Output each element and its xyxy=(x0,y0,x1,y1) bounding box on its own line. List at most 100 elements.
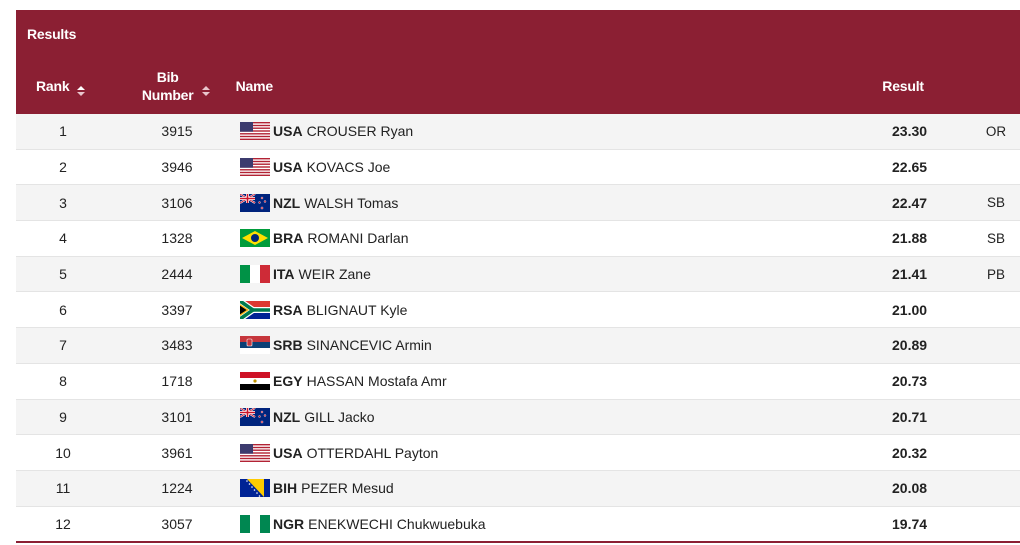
noc-code: USA xyxy=(273,123,303,140)
name-cell: USA OTTERDAHL Payton xyxy=(234,443,882,462)
noc-code: USA xyxy=(273,444,303,461)
rank-column-header[interactable]: Rank xyxy=(16,76,130,96)
table-row[interactable]: 9 3101 NZL GILL Jacko 20.71 xyxy=(16,399,1020,436)
athlete-name[interactable]: WALSH Tomas xyxy=(304,194,399,211)
name-cell: NZL WALSH Tomas xyxy=(234,193,882,212)
bih-flag-icon xyxy=(240,479,270,498)
table-row[interactable]: 12 3057 NGR ENEKWECHI Chukwuebuka 19.74 xyxy=(16,507,1020,544)
noc-code: RSA xyxy=(273,301,303,318)
name-cell: BIH PEZER Mesud xyxy=(234,479,882,498)
usa-flag-icon xyxy=(240,443,270,462)
table-row[interactable]: 3 3106 NZL WALSH Tomas 22.47 SB xyxy=(16,185,1020,222)
usa-flag-icon xyxy=(240,158,270,177)
table-header: Results Rank Bib Number Name Result xyxy=(16,10,1020,114)
result-cell: 20.71 xyxy=(892,408,928,425)
bib-cell: 3057 xyxy=(161,515,193,532)
srb-flag-icon xyxy=(240,336,270,355)
bib-column-header[interactable]: Bib Number xyxy=(130,68,234,104)
table-body: 1 3915 USA CROUSER Ryan 23.30 OR 2 3946 USA KOVAC… xyxy=(16,114,1020,544)
record-mark-cell: SB xyxy=(986,195,1005,211)
name-cell: EGY HASSAN Mostafa Amr xyxy=(234,372,882,391)
sort-icon[interactable] xyxy=(201,86,210,96)
bib-cell: 3483 xyxy=(161,337,193,354)
rank-cell: 7 xyxy=(59,337,67,354)
athlete-name[interactable]: ENEKWECHI Chukwuebuka xyxy=(308,515,486,532)
egy-flag-icon xyxy=(240,372,270,391)
bib-cell: 3946 xyxy=(161,159,193,176)
noc-code: USA xyxy=(273,159,303,176)
noc-code: EGY xyxy=(273,373,303,390)
athlete-name[interactable]: CROUSER Ryan xyxy=(306,123,414,140)
table-row[interactable]: 6 3397 RSA BLIGNAUT Kyle 21.00 xyxy=(16,292,1020,329)
athlete-name[interactable]: KOVACS Joe xyxy=(306,159,391,176)
bra-flag-icon xyxy=(240,229,270,248)
table-row[interactable]: 4 1328 BRA ROMANI Darlan 21.88 SB xyxy=(16,221,1020,257)
rank-cell: 10 xyxy=(55,444,71,461)
athlete-name[interactable]: ROMANI Darlan xyxy=(307,230,409,247)
athlete-name[interactable]: SINANCEVIC Armin xyxy=(306,337,432,354)
rank-cell: 12 xyxy=(55,515,71,532)
rank-cell: 5 xyxy=(59,266,67,283)
rank-cell: 6 xyxy=(59,301,67,318)
rank-cell: 11 xyxy=(55,480,71,497)
result-cell: 21.41 xyxy=(892,266,928,283)
rank-cell: 1 xyxy=(59,123,67,140)
sort-icon[interactable] xyxy=(77,86,86,96)
bib-header-line1: Bib xyxy=(156,69,179,85)
rank-header-label: Rank xyxy=(36,78,70,94)
result-cell: 22.47 xyxy=(892,194,928,211)
rank-cell: 8 xyxy=(59,373,67,390)
noc-code: BRA xyxy=(273,230,304,247)
result-cell: 19.74 xyxy=(892,515,928,532)
result-cell: 23.30 xyxy=(892,123,928,140)
bib-cell: 1224 xyxy=(161,480,193,497)
noc-code: NGR xyxy=(273,515,305,532)
name-cell: USA KOVACS Joe xyxy=(234,158,882,177)
name-cell: NZL GILL Jacko xyxy=(234,407,882,426)
name-column-header: Name xyxy=(235,78,274,94)
noc-code: NZL xyxy=(273,194,301,211)
table-row[interactable]: 1 3915 USA CROUSER Ryan 23.30 OR xyxy=(16,114,1020,150)
bib-cell: 3101 xyxy=(161,408,193,425)
bib-cell: 3961 xyxy=(161,444,193,461)
noc-code: SRB xyxy=(273,337,303,354)
noc-code: ITA xyxy=(273,266,295,283)
table-row[interactable]: 8 1718 EGY HASSAN Mostafa Amr 20.73 xyxy=(16,364,1020,400)
usa-flag-icon xyxy=(240,122,270,141)
bib-cell: 3106 xyxy=(161,194,193,211)
bib-header-label: Bib Number xyxy=(142,68,194,104)
ngr-flag-icon xyxy=(240,514,270,533)
result-cell: 22.65 xyxy=(892,159,928,176)
bib-cell: 3397 xyxy=(161,301,193,318)
nzl-flag-icon xyxy=(240,407,270,426)
rank-cell: 4 xyxy=(59,230,67,247)
athlete-name[interactable]: OTTERDAHL Payton xyxy=(306,444,439,461)
table-row[interactable]: 5 2444 ITA WEIR Zane 21.41 PB xyxy=(16,256,1020,293)
result-cell: 20.73 xyxy=(892,373,928,390)
table-row[interactable]: 11 1224 BIH PEZER Mesud 20.08 xyxy=(16,470,1020,507)
athlete-name[interactable]: HASSAN Mostafa Amr xyxy=(306,373,447,390)
name-cell: SRB SINANCEVIC Armin xyxy=(234,336,882,355)
bib-header-line2: Number xyxy=(141,87,194,103)
name-cell: ITA WEIR Zane xyxy=(234,265,882,284)
rsa-flag-icon xyxy=(240,300,270,319)
athlete-name[interactable]: GILL Jacko xyxy=(304,408,375,425)
record-mark-cell: OR xyxy=(985,123,1007,139)
athlete-name[interactable]: BLIGNAUT Kyle xyxy=(306,301,408,318)
athlete-name[interactable]: PEZER Mesud xyxy=(301,480,394,497)
table-row[interactable]: 10 3961 USA OTTERDAHL Payton 20.32 xyxy=(16,435,1020,471)
record-mark-cell: PB xyxy=(986,266,1005,282)
noc-code: NZL xyxy=(273,408,301,425)
result-cell: 20.32 xyxy=(892,444,928,461)
table-row[interactable]: 2 3946 USA KOVACS Joe 22.65 xyxy=(16,150,1020,186)
name-cell: USA CROUSER Ryan xyxy=(234,122,882,141)
athlete-name[interactable]: WEIR Zane xyxy=(298,266,371,283)
record-mark-cell: SB xyxy=(986,230,1005,246)
name-cell: RSA BLIGNAUT Kyle xyxy=(234,300,882,319)
result-column-header: Result xyxy=(882,78,924,94)
table-row[interactable]: 7 3483 SRB SINANCEVIC Armin 20.89 xyxy=(16,328,1020,364)
bib-cell: 3915 xyxy=(161,123,193,140)
rank-cell: 9 xyxy=(59,408,67,425)
result-cell: 21.00 xyxy=(892,301,928,318)
bib-cell: 1718 xyxy=(161,373,193,390)
